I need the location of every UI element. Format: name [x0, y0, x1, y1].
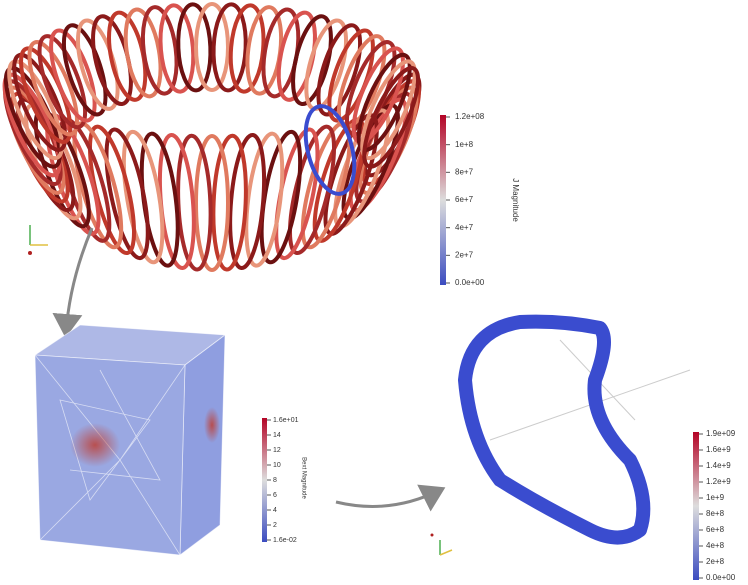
colorbar-label: 1e+9	[706, 493, 725, 502]
coil-loop	[465, 322, 690, 538]
colorbar-label: 6e+7	[455, 195, 474, 204]
colorbar-label: 0.0e+00	[706, 573, 736, 582]
figure: J Magnitude Bext Magnitude 1.2e+08 1e+8 8e…	[0, 0, 748, 585]
colorbar-label: 8e+8	[706, 509, 725, 518]
colorbar-title: J Magnitude	[511, 178, 520, 222]
colorbar	[693, 432, 699, 580]
torus-coils	[0, 4, 430, 271]
colorbar-label: 4e+7	[455, 223, 474, 232]
colorbar-label: 4e+8	[706, 541, 725, 550]
colorbar	[440, 115, 446, 285]
arrow	[336, 490, 440, 506]
colorbar-label: 14	[273, 432, 281, 439]
colorbar-label: 8	[273, 477, 277, 484]
colorbar-label: 1.2e+08	[455, 112, 485, 121]
colorbar-label: 2e+8	[706, 557, 725, 566]
colorbar-label: 6	[273, 492, 277, 499]
mesh-cube	[35, 325, 225, 555]
colorbar-label: 1.9e+09	[706, 429, 736, 438]
colorbar-label: 6e+8	[706, 525, 725, 534]
colorbar-title: Bext Magnitude	[300, 457, 306, 499]
colorbar-label: 1e+8	[455, 140, 474, 149]
colorbar-label: 0.0e+00	[455, 278, 485, 287]
colorbar-label: 1.2e+9	[706, 477, 731, 486]
colorbar-label: 1.4e+9	[706, 461, 731, 470]
colorbar-label: 2	[273, 522, 277, 529]
colorbar-label: 1.6e+9	[706, 445, 731, 454]
colorbar-label: 8e+7	[455, 167, 474, 176]
axis-triad	[28, 225, 48, 255]
colorbar-label: 2e+7	[455, 250, 474, 259]
colorbar-label: 4	[273, 507, 277, 514]
axis-triad	[431, 534, 453, 556]
colorbar-label: 1.6e-02	[273, 537, 297, 544]
colorbar	[262, 418, 267, 542]
colorbar-label: 10	[273, 462, 281, 469]
colorbar-label: 12	[273, 447, 281, 454]
colorbar-label: 1.6e+01	[273, 417, 299, 424]
arrow	[66, 228, 92, 332]
